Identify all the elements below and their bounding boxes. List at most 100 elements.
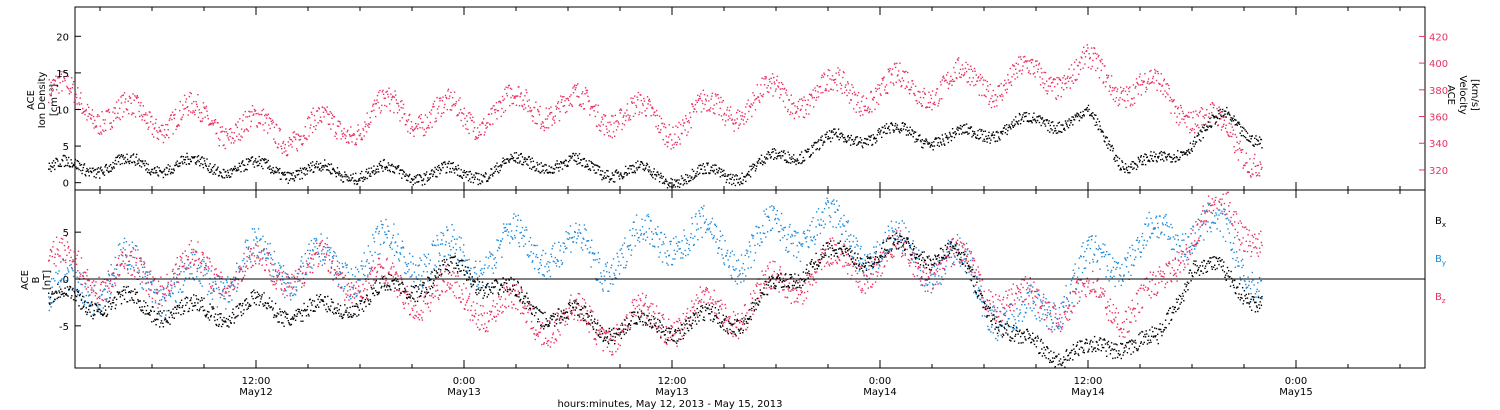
density-point bbox=[576, 163, 578, 165]
velocity-point bbox=[365, 123, 367, 125]
density-point bbox=[1009, 126, 1011, 129]
density-point bbox=[671, 178, 674, 181]
velocity-point bbox=[685, 118, 687, 120]
density-point bbox=[432, 173, 434, 176]
by-point bbox=[396, 251, 398, 254]
density-point bbox=[403, 171, 405, 173]
density-point bbox=[928, 141, 930, 144]
by-point bbox=[63, 281, 65, 283]
by-point bbox=[405, 263, 408, 266]
density-point bbox=[625, 172, 627, 174]
velocity-point bbox=[865, 109, 867, 112]
by-point bbox=[526, 229, 528, 231]
by-point bbox=[49, 280, 52, 283]
density-point bbox=[436, 166, 439, 168]
by-point bbox=[537, 256, 539, 259]
velocity-point bbox=[665, 126, 667, 129]
velocity-point bbox=[183, 94, 186, 97]
density-point bbox=[843, 141, 845, 143]
velocity-point bbox=[1054, 78, 1056, 81]
density-point bbox=[647, 169, 649, 171]
velocity-point bbox=[104, 119, 106, 121]
velocity-point bbox=[1105, 81, 1107, 83]
velocity-point bbox=[532, 120, 534, 122]
velocity-point bbox=[1260, 168, 1263, 170]
density-point bbox=[243, 170, 245, 172]
density-point bbox=[325, 169, 328, 171]
velocity-point bbox=[414, 127, 416, 129]
density-point bbox=[1031, 122, 1033, 124]
density-point bbox=[789, 157, 791, 159]
by-point bbox=[402, 247, 405, 249]
velocity-point bbox=[1082, 67, 1084, 69]
density-point bbox=[565, 159, 567, 162]
density-point bbox=[139, 165, 141, 167]
velocity-point bbox=[213, 119, 215, 122]
density-point bbox=[951, 136, 953, 138]
by-point bbox=[162, 296, 164, 298]
density-point bbox=[651, 175, 653, 177]
velocity-point bbox=[157, 131, 159, 134]
density-point bbox=[373, 165, 375, 167]
velocity-point bbox=[512, 102, 515, 105]
by-point bbox=[210, 292, 212, 295]
velocity-point bbox=[1115, 86, 1117, 89]
by-point bbox=[51, 278, 53, 280]
velocity-point bbox=[480, 133, 482, 136]
by-point bbox=[439, 243, 442, 245]
density-point bbox=[1103, 135, 1105, 137]
velocity-point bbox=[767, 84, 769, 87]
velocity-point bbox=[359, 135, 361, 137]
velocity-point bbox=[202, 102, 205, 104]
density-point bbox=[970, 126, 973, 128]
by-point bbox=[89, 303, 91, 306]
density-point bbox=[1212, 115, 1215, 118]
velocity-point bbox=[540, 123, 542, 125]
by-point bbox=[251, 228, 254, 230]
density-point bbox=[250, 159, 252, 162]
density-point bbox=[684, 179, 686, 181]
by-point bbox=[606, 261, 609, 264]
density-point bbox=[744, 176, 746, 178]
by-point bbox=[600, 272, 602, 274]
velocity-point bbox=[222, 130, 224, 132]
density-point bbox=[1000, 132, 1002, 134]
by-point bbox=[144, 275, 146, 278]
density-point bbox=[297, 169, 299, 172]
by-point bbox=[105, 285, 107, 287]
velocity-point bbox=[560, 101, 562, 103]
velocity-point bbox=[620, 108, 622, 110]
velocity-point bbox=[500, 115, 502, 118]
velocity-point bbox=[1089, 56, 1091, 59]
velocity-point bbox=[509, 104, 511, 107]
velocity-point bbox=[398, 109, 401, 111]
velocity-point bbox=[854, 93, 857, 95]
density-point bbox=[998, 136, 1000, 138]
velocity-point bbox=[681, 133, 683, 135]
density-point bbox=[307, 163, 310, 166]
by-point bbox=[308, 243, 310, 245]
density-point bbox=[179, 165, 181, 167]
density-point bbox=[130, 155, 132, 157]
by-point bbox=[278, 273, 280, 276]
density-point bbox=[316, 160, 318, 163]
velocity-point bbox=[955, 62, 957, 64]
velocity-point bbox=[695, 111, 698, 113]
velocity-point bbox=[533, 106, 536, 109]
velocity-point bbox=[1245, 152, 1247, 154]
density-point bbox=[383, 158, 385, 161]
velocity-point bbox=[55, 89, 58, 91]
velocity-point bbox=[62, 71, 64, 73]
by-point bbox=[472, 279, 475, 281]
velocity-point bbox=[606, 131, 609, 134]
density-point bbox=[691, 168, 694, 171]
velocity-point bbox=[439, 97, 442, 99]
by-point bbox=[459, 246, 461, 249]
velocity-point bbox=[1029, 60, 1031, 62]
by-point bbox=[168, 294, 170, 296]
velocity-point bbox=[1096, 67, 1099, 69]
density-point bbox=[78, 168, 80, 171]
velocity-point bbox=[912, 83, 914, 85]
by-point bbox=[595, 279, 598, 281]
density-point bbox=[183, 161, 186, 164]
